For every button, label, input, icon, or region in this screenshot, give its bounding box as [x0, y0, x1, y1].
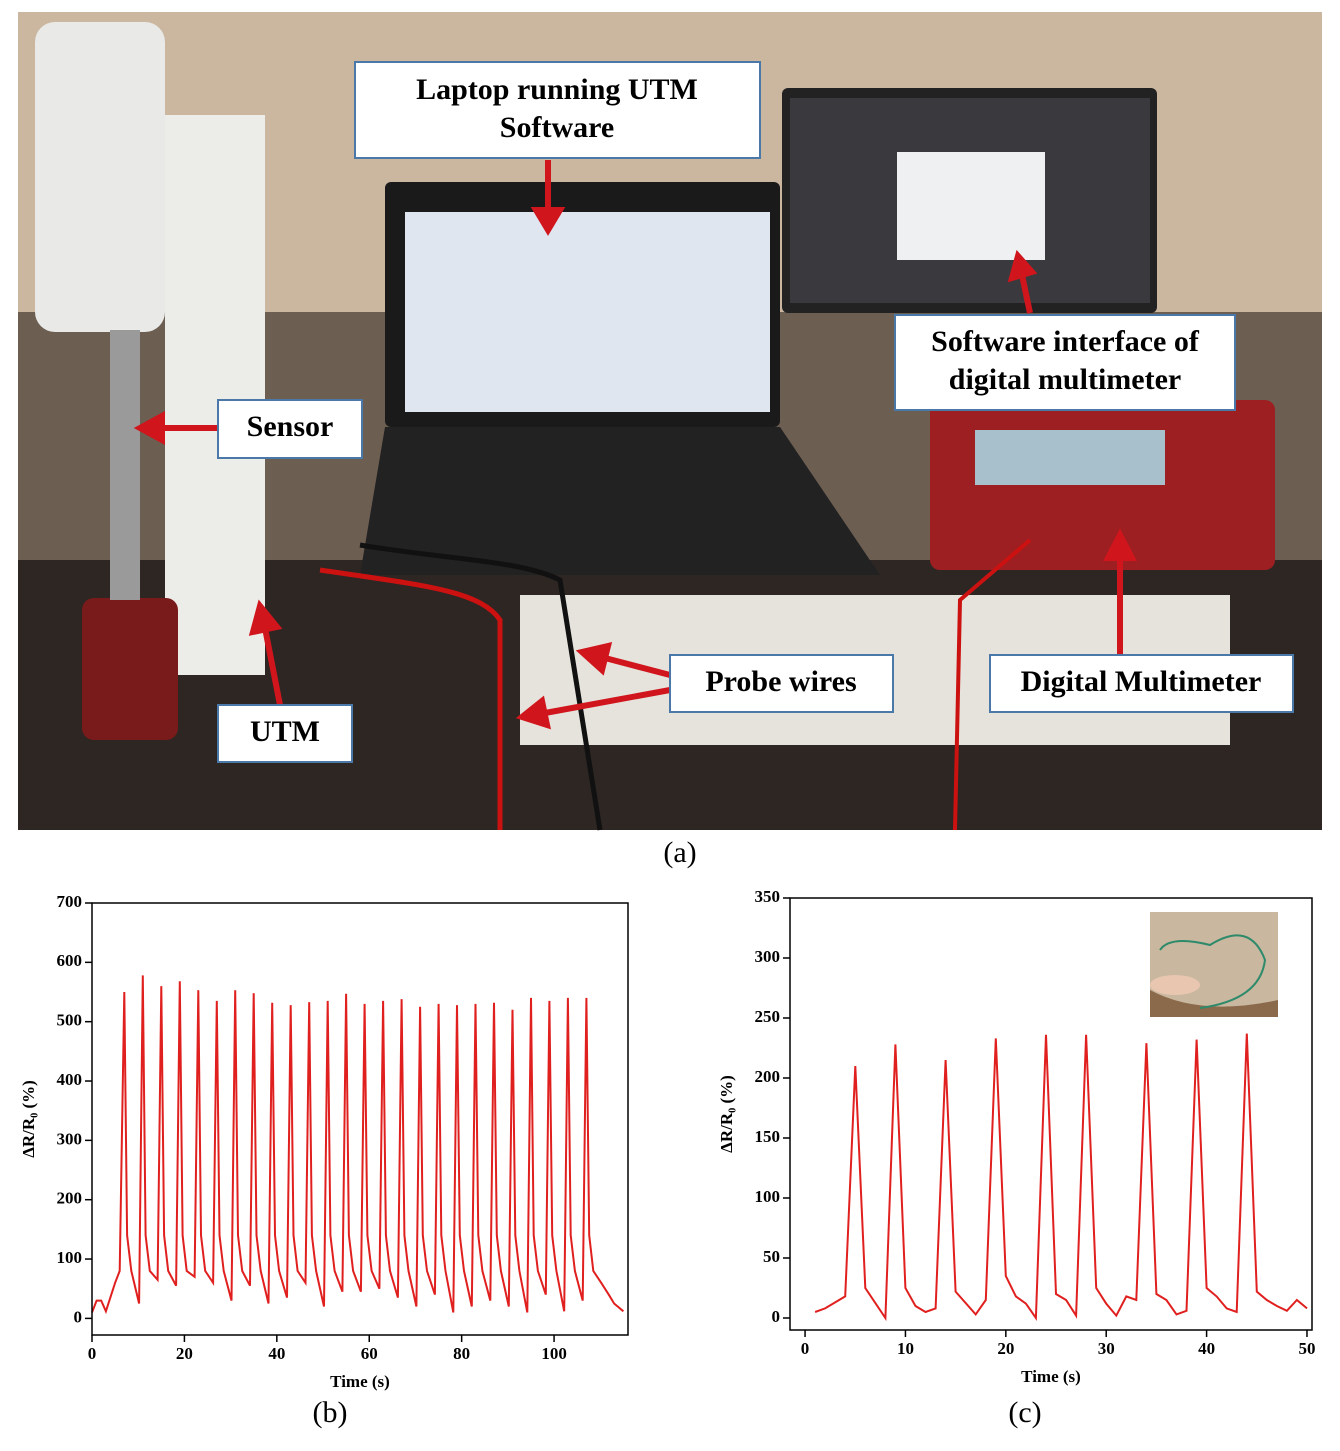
x-tick-label: 40	[268, 1344, 285, 1363]
x-tick-label: 0	[801, 1339, 810, 1358]
annotation: Software	[500, 111, 614, 144]
y-tick-label: 50	[763, 1247, 780, 1266]
x-tick-label: 0	[88, 1344, 97, 1363]
y-tick-label: 300	[57, 1129, 83, 1148]
x-tick-label: 30	[1098, 1339, 1115, 1358]
x-tick-label: 50	[1298, 1339, 1315, 1358]
y-tick-label: 0	[772, 1307, 781, 1326]
annotation-boxes	[217, 61, 1294, 763]
caption: (b)	[313, 1396, 348, 1429]
data-line	[91, 975, 625, 1315]
annotation: Sensor	[247, 410, 334, 443]
y-axis-title: ΔR/R₀ (%)	[19, 1080, 38, 1158]
y-tick-label: 150	[755, 1127, 781, 1146]
y-tick-label: 250	[755, 1007, 781, 1026]
annotation: Digital Multimeter	[1021, 665, 1262, 698]
probe-wire	[359, 542, 603, 831]
x-tick-label: 100	[541, 1344, 567, 1363]
plot-frame	[789, 897, 1313, 1331]
x-axis-title: Time (s)	[1021, 1367, 1081, 1386]
x-tick-label: 10	[897, 1339, 914, 1358]
x-tick-label: 60	[361, 1344, 378, 1363]
y-axis-title: ΔR/R₀ (%)	[717, 1075, 736, 1153]
caption: (a)	[663, 836, 696, 869]
y-tick-label: 600	[57, 951, 83, 970]
inset-photo	[1150, 912, 1278, 1017]
y-tick-label: 100	[57, 1248, 83, 1267]
y-tick-label: 0	[74, 1307, 83, 1326]
x-tick-label: 40	[1198, 1339, 1215, 1358]
caption: (c)	[1008, 1396, 1041, 1429]
y-tick-label: 350	[755, 887, 781, 906]
probe-wire	[319, 567, 503, 830]
y-tick-label: 700	[57, 892, 83, 911]
x-axis-title: Time (s)	[330, 1372, 390, 1391]
x-tick-label: 20	[176, 1344, 193, 1363]
data-line	[814, 1033, 1308, 1322]
y-tick-label: 300	[755, 947, 781, 966]
plot-frame	[91, 902, 629, 1336]
y-tick-label: 100	[755, 1187, 781, 1206]
annotation: digital multimeter	[949, 363, 1181, 396]
utm-rod	[110, 330, 140, 600]
multimeter-display	[975, 430, 1165, 485]
annotation: Probe wires	[705, 665, 856, 698]
arrows	[133, 160, 1137, 730]
y-tick-label: 500	[57, 1011, 83, 1030]
dmm-software	[897, 152, 1045, 260]
y-tick-label: 400	[57, 1070, 83, 1089]
annotation: Laptop running UTM	[416, 73, 698, 106]
y-tick-label: 200	[57, 1189, 83, 1208]
y-tick-label: 200	[755, 1067, 781, 1086]
laptop-screen	[405, 212, 770, 412]
probe-wire	[953, 538, 1032, 831]
laptop-keyboard	[360, 427, 880, 575]
utm-column	[35, 22, 165, 332]
x-tick-label: 80	[453, 1344, 470, 1363]
annotation: Software interface of	[931, 325, 1200, 358]
annotation: UTM	[250, 715, 320, 748]
utm-body	[165, 115, 265, 675]
x-tick-label: 20	[997, 1339, 1014, 1358]
load-cell	[82, 598, 178, 740]
photo: Laptop running UTM Software Software int…	[18, 12, 1322, 831]
